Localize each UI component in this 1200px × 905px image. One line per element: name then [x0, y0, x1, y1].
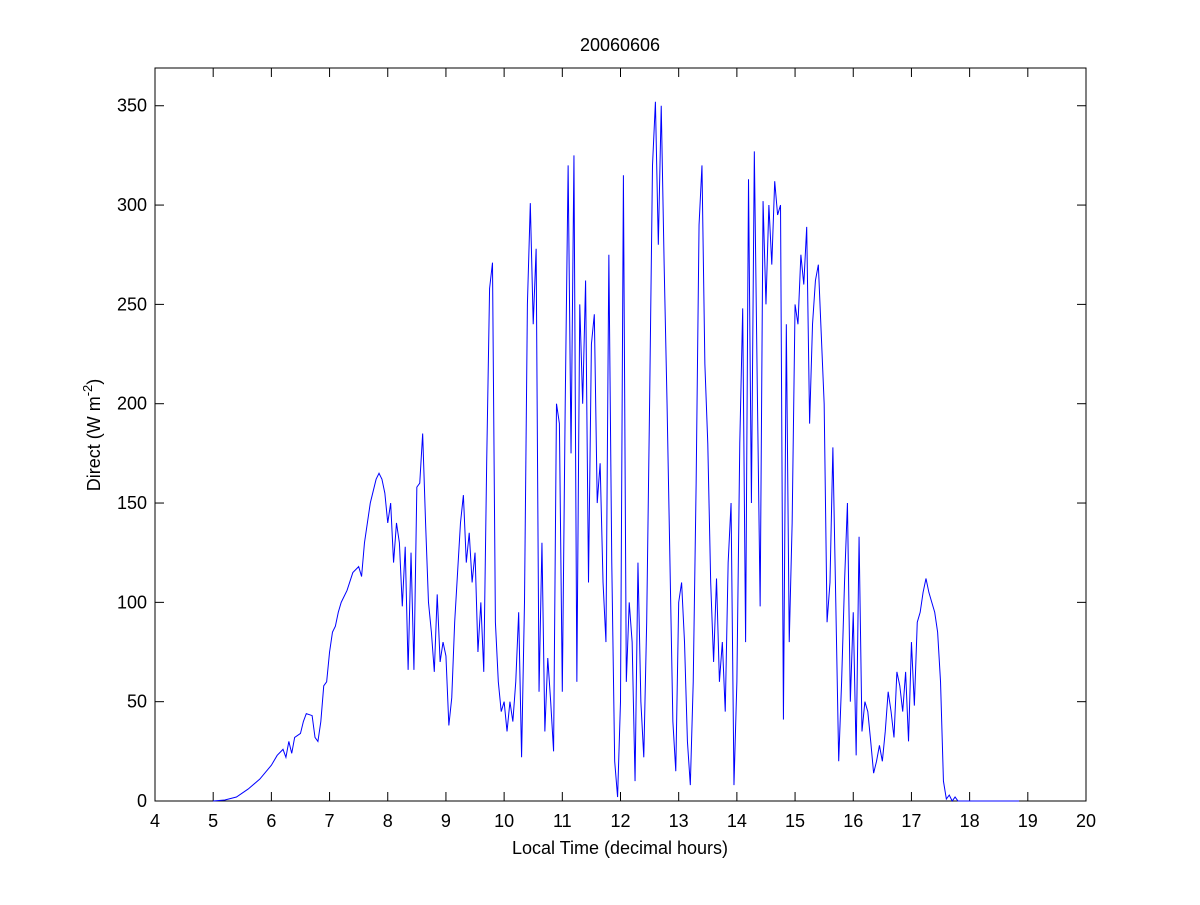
x-tick-label: 14 — [727, 811, 747, 831]
x-tick-label: 17 — [901, 811, 921, 831]
y-tick-label: 50 — [127, 692, 147, 712]
x-tick-label: 15 — [785, 811, 805, 831]
y-tick-label: 100 — [117, 592, 147, 612]
y-tick-label: 200 — [117, 394, 147, 414]
y-tick-label: 350 — [117, 96, 147, 116]
y-tick-label: 300 — [117, 195, 147, 215]
y-axis-label: Direct (W m-2) — [80, 379, 104, 492]
x-tick-label: 7 — [325, 811, 335, 831]
x-tick-label: 16 — [843, 811, 863, 831]
data-line — [213, 101, 1020, 802]
x-tick-label: 9 — [441, 811, 451, 831]
x-tick-label: 12 — [610, 811, 630, 831]
y-label-superscript: -2 — [80, 385, 95, 397]
y-tick-label: 0 — [137, 791, 147, 811]
y-tick-label: 250 — [117, 294, 147, 314]
x-tick-label: 20 — [1076, 811, 1096, 831]
x-axis-label: Local Time (decimal hours) — [512, 838, 728, 858]
y-label-suffix: ) — [84, 379, 104, 385]
x-tick-label: 8 — [383, 811, 393, 831]
y-label-text: Direct (W m — [84, 396, 104, 491]
x-tick-label: 18 — [960, 811, 980, 831]
x-tick-label: 11 — [553, 811, 572, 831]
chart-title: 20060606 — [580, 35, 660, 55]
x-tick-label: 5 — [208, 811, 218, 831]
x-tick-label: 19 — [1018, 811, 1038, 831]
y-tick-label: 150 — [117, 493, 147, 513]
x-tick-label: 13 — [669, 811, 689, 831]
x-tick-label: 4 — [150, 811, 160, 831]
x-tick-label: 10 — [494, 811, 514, 831]
x-tick-label: 6 — [266, 811, 276, 831]
